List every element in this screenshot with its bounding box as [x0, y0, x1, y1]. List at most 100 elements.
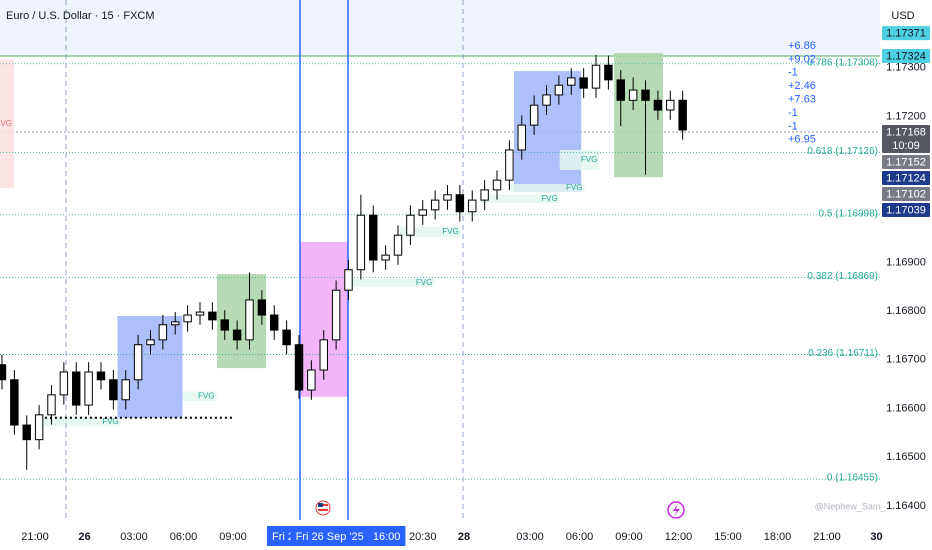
measure-label: -1 [788, 107, 798, 119]
shaded-region [0, 0, 880, 56]
price-tag-sub: 10:09 [892, 140, 920, 152]
y-tick-label: 1.16700 [886, 354, 926, 366]
y-tick-label: 1.17200 [886, 110, 926, 122]
zone [350, 278, 435, 287]
x-tick-label: 03:00 [516, 531, 544, 543]
price-tag-label: 1.17168 [886, 126, 926, 138]
candle-body [72, 371, 81, 406]
candle-body [505, 149, 514, 181]
candle-body [294, 344, 304, 391]
candle-body [84, 371, 93, 406]
x-tick-label: 09:00 [615, 531, 643, 543]
x-tick-label: 28 [458, 531, 470, 543]
measure-label: -1 [788, 120, 798, 132]
candle-body [641, 89, 650, 101]
x-tick-label: 12:00 [665, 531, 693, 543]
zone [182, 391, 217, 402]
candle-body [455, 194, 465, 213]
candle-body [369, 214, 378, 261]
measure-label: -1 [788, 67, 798, 79]
fib-label: 0.618 (1.17126) [807, 146, 878, 157]
candle-body [158, 324, 168, 341]
candle-body [554, 84, 564, 96]
candle-body [208, 311, 217, 321]
highlight-x-text: Fri 26 Sep '25 16:00 [296, 531, 401, 543]
highlight-x-label: Fri 26 Sep '25 16:00 [290, 526, 406, 546]
candle-body [567, 77, 576, 86]
candle-body [616, 79, 625, 101]
candle-body [245, 299, 254, 341]
zone-label: FVG [566, 183, 582, 192]
zone [39, 417, 121, 427]
plot-area: FVG FVG FVG FVG FVG FVG FVG FVG 0.786 (1.17308) 0… [0, 0, 880, 520]
measure-label: +9.02 [788, 53, 816, 65]
x-tick-label: 06:00 [170, 531, 198, 543]
candle-body [59, 371, 69, 396]
price-tag [882, 202, 930, 217]
measure-label: +6.95 [788, 134, 816, 146]
zone-label: FVG [581, 155, 597, 164]
candle-body [232, 329, 242, 341]
candle-body [47, 394, 56, 416]
candle-body [393, 234, 403, 256]
y-tick-label: 1.17300 [886, 62, 926, 74]
price-tag [882, 154, 930, 169]
candle-body [653, 99, 663, 111]
candle-body [381, 254, 390, 261]
candle-body [678, 99, 687, 131]
candle-body [529, 104, 539, 126]
price-tag-label: 1.17324 [886, 50, 926, 62]
zone [510, 184, 585, 192]
zone [0, 59, 15, 188]
fib-label: 0 (1.16455) [827, 473, 878, 484]
y-tick-label: 1.16500 [886, 451, 926, 463]
measure-label: +6.86 [788, 40, 816, 52]
candle-body [220, 319, 229, 331]
zone-label: FVG [198, 391, 214, 400]
candle-body [307, 369, 316, 391]
zone [614, 53, 664, 178]
candle-body [257, 299, 267, 316]
candle-body [331, 289, 341, 341]
candle-body [34, 414, 44, 441]
us-flag-icon [315, 500, 331, 516]
candle-body [443, 194, 452, 201]
fib-label: 0.236 (1.16711) [808, 348, 878, 359]
axes: 1.16400 1.16500 1.16600 1.16700 1.16800 1.169… [21, 26, 930, 546]
event-icon [667, 501, 685, 519]
y-tick-label: 1.16900 [886, 256, 926, 268]
candle-body [133, 344, 143, 381]
x-tick-label: 26 [78, 531, 90, 543]
x-tick-label: 18:00 [764, 531, 792, 543]
x-tick-label: 30 [870, 531, 882, 543]
x-tick-label: 20:30 [409, 531, 437, 543]
fib-label: 0.5 (1.16998) [819, 208, 879, 219]
candle-body [666, 99, 675, 111]
x-tick-label: 03:00 [120, 531, 148, 543]
candle-body [121, 379, 130, 401]
candle-body [542, 94, 551, 106]
price-tag-label: 1.17124 [886, 172, 926, 184]
candle-body [480, 189, 489, 201]
candle-body [96, 371, 106, 381]
candle-body [591, 64, 601, 89]
chart-title: Euro / U.S. Dollar · 15 · FXCM [6, 10, 155, 22]
candle-body [579, 77, 588, 89]
watermark: @Nephew_Sam_ [815, 501, 887, 511]
fib-label: 0.382 (1.16869) [807, 271, 878, 282]
x-tick-label: 09:00 [219, 531, 247, 543]
price-tag [882, 186, 930, 201]
candle-body [22, 424, 31, 441]
price-tag [882, 124, 930, 153]
zone-label: FVG [0, 119, 12, 128]
y-tick-label: 1.16800 [886, 305, 926, 317]
zone [399, 226, 461, 238]
price-tag [882, 26, 930, 41]
currency: USD [891, 10, 914, 22]
zone-label: FVG [416, 278, 432, 287]
y-tick-label: 1.16600 [886, 402, 926, 414]
candle-body [270, 314, 279, 331]
candle-body [195, 311, 205, 316]
x-tick-label: 06:00 [566, 531, 594, 543]
